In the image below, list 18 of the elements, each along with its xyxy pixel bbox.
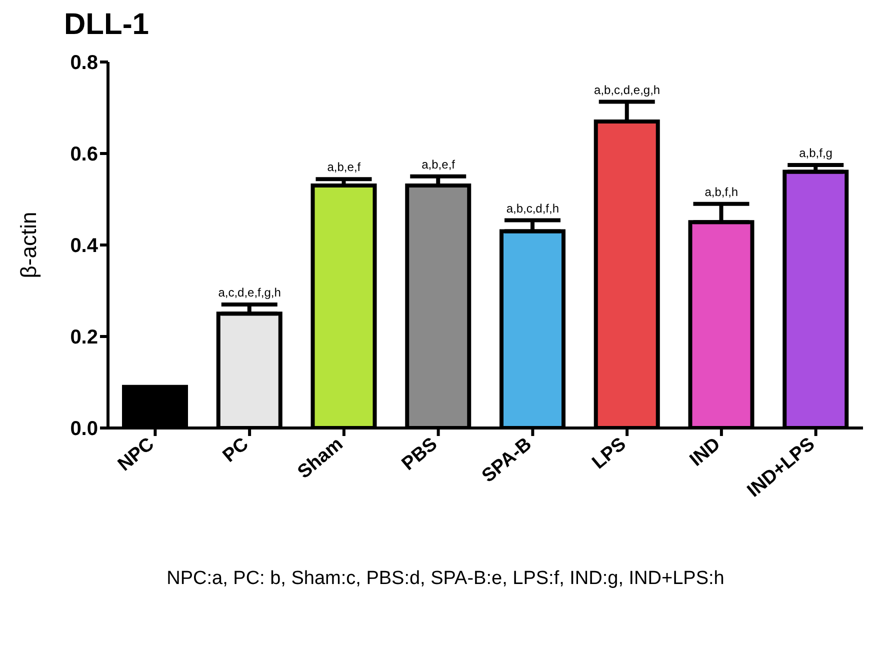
y-tick-label: 0.8: [70, 52, 98, 74]
annotation: a,b,c,d,f,h: [506, 201, 560, 216]
y-tick-label: 0.6: [70, 144, 98, 166]
x-tick-label: LPS: [588, 434, 630, 474]
annotation: a,b,e,f: [327, 160, 362, 174]
y-axis-title: β-actin: [16, 212, 41, 278]
x-tick-label: PC: [219, 434, 253, 467]
chart-title: DLL-1: [64, 8, 150, 43]
annotation: a,b,f,g: [799, 146, 832, 160]
y-tick-label: 0.2: [70, 326, 98, 349]
y-tick-label: 0.0: [70, 418, 98, 440]
text: NPC:a, PC: b, Sham:c, PBS:d, SPA-B:e, LPS:f, IND:g, IND+LPS:h: [166, 568, 726, 590]
annotation: a,b,c,d,e,g,h: [594, 82, 660, 97]
annotation: a,c,d,e,f,g,h: [218, 285, 281, 300]
annotation: a,b,e,f: [422, 157, 456, 172]
annotation: a,b,f,h: [704, 184, 738, 199]
y-tick-label: 0.4: [70, 235, 99, 258]
x-tick-label: IND: [686, 434, 725, 471]
